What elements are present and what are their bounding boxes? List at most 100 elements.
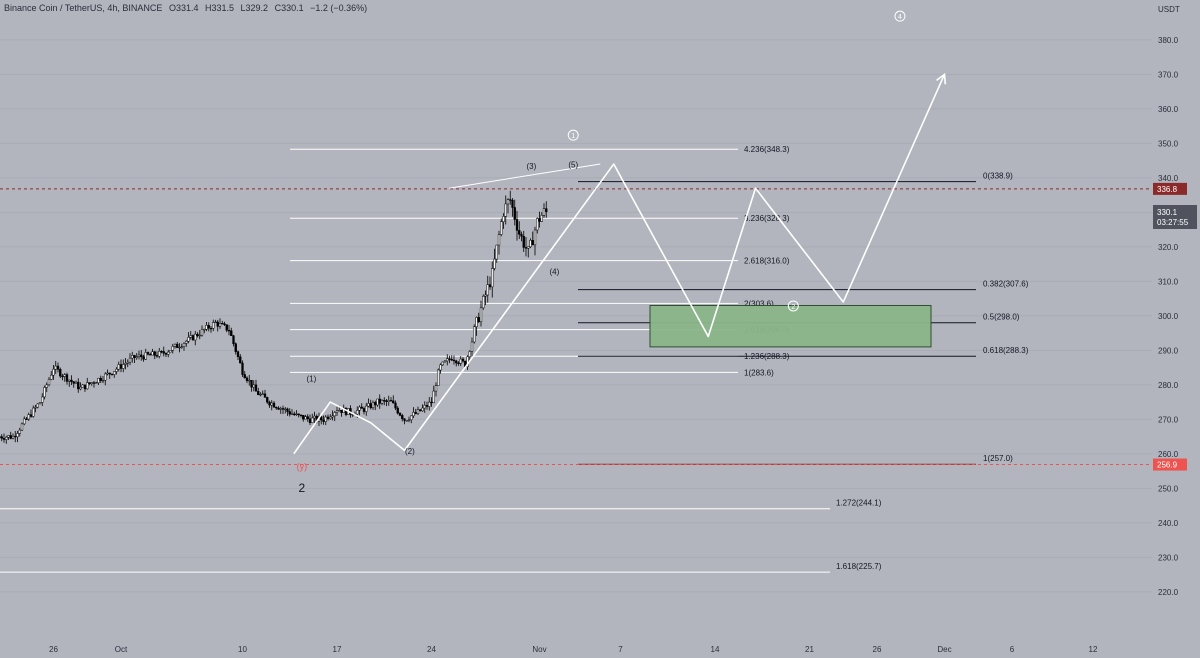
candle-body bbox=[142, 356, 145, 360]
candle-body bbox=[83, 384, 87, 390]
time-axis[interactable]: 26 Oct 10 17 24 Nov 7 14 21 26 Dec 6 12 bbox=[49, 645, 1098, 654]
candle-body bbox=[25, 418, 28, 420]
symbol-title: Binance Coin / TetherUS, 4h, BINANCE bbox=[4, 3, 163, 13]
candle-body bbox=[448, 358, 451, 360]
candle-body bbox=[500, 221, 503, 235]
candle-body bbox=[106, 372, 109, 375]
candle-body bbox=[434, 385, 438, 392]
target-zone bbox=[649, 304, 932, 348]
candle-body bbox=[261, 393, 264, 395]
candle-body bbox=[9, 435, 12, 439]
candle-body bbox=[16, 433, 19, 438]
candle-body bbox=[324, 416, 327, 422]
candle-body bbox=[119, 364, 123, 369]
candle-body bbox=[295, 413, 298, 416]
candle-body bbox=[362, 408, 366, 412]
candle-body bbox=[378, 398, 381, 404]
candle-body bbox=[5, 436, 8, 440]
candle-body bbox=[140, 354, 143, 358]
candle-body bbox=[509, 199, 512, 201]
candle-body bbox=[394, 402, 397, 409]
candle-body bbox=[387, 400, 390, 402]
candle-body bbox=[218, 323, 222, 327]
time-tick-label: Nov bbox=[532, 645, 546, 654]
fibonacci-levels: 4.236(348.3) 3.236(328.3) 2.618(316.0) 2(30… bbox=[0, 145, 1152, 573]
fib-retracement-label: 1(257.0) bbox=[983, 454, 1013, 463]
candle-body bbox=[457, 362, 460, 365]
candle-body bbox=[243, 374, 246, 379]
candle-body bbox=[90, 382, 93, 384]
candle-body bbox=[297, 413, 300, 416]
candle-body bbox=[308, 418, 312, 423]
candle-body bbox=[252, 384, 255, 388]
projection-path bbox=[293, 72, 947, 455]
fib-level-label: 3.236(328.3) bbox=[744, 214, 790, 223]
candle-body bbox=[545, 208, 548, 212]
candle-body bbox=[52, 368, 55, 376]
candle-body bbox=[358, 406, 361, 411]
candle-body bbox=[452, 359, 456, 362]
candle-body bbox=[504, 203, 507, 217]
wave-label: (4) bbox=[549, 267, 559, 276]
candle-body bbox=[99, 377, 102, 381]
candle-body bbox=[92, 382, 96, 384]
candle-body bbox=[176, 343, 179, 348]
candle-body bbox=[86, 382, 89, 390]
candle-body bbox=[376, 398, 379, 406]
candle-body bbox=[245, 377, 249, 382]
candle-body bbox=[479, 307, 483, 323]
candle-body bbox=[236, 351, 240, 358]
candle-body bbox=[304, 416, 307, 420]
fib-retracement-label: 0.618(288.3) bbox=[983, 346, 1029, 355]
candle-body bbox=[374, 402, 377, 406]
candle-body bbox=[38, 402, 42, 405]
fib-level-label: 2.618(316.0) bbox=[744, 257, 790, 266]
wave-label: 2 bbox=[791, 304, 795, 311]
candle-body bbox=[518, 230, 521, 235]
candle-body bbox=[232, 335, 235, 344]
candle-body bbox=[322, 419, 325, 422]
candle-body bbox=[203, 329, 206, 331]
price-badge-low: 256.9 bbox=[1157, 461, 1178, 470]
price-tick-label: 290.0 bbox=[1158, 346, 1179, 355]
candle-body bbox=[286, 408, 289, 412]
candle-body bbox=[446, 358, 449, 362]
price-badge-high: 336.8 bbox=[1157, 185, 1178, 194]
candle-body bbox=[482, 295, 485, 309]
wedge-trend-line bbox=[448, 163, 601, 189]
candle-body bbox=[72, 381, 75, 384]
candle-body bbox=[412, 412, 415, 417]
candle-body bbox=[430, 401, 433, 404]
candle-body bbox=[115, 368, 118, 372]
candle-body bbox=[511, 199, 514, 208]
candle-body bbox=[529, 240, 532, 248]
candle-body bbox=[223, 323, 226, 325]
candle-body bbox=[0, 436, 3, 439]
price-tick-label: 220.0 bbox=[1158, 588, 1179, 597]
price-axis[interactable]: 380.0370.0360.0350.0340.0330.0320.0310.0… bbox=[1153, 36, 1197, 597]
price-badge-low-bg bbox=[1153, 458, 1187, 471]
candle-body bbox=[70, 379, 73, 382]
price-tick-label: 300.0 bbox=[1158, 312, 1179, 321]
candle-body bbox=[88, 382, 91, 384]
price-tick-label: 270.0 bbox=[1158, 415, 1179, 424]
fib-retracement-label: 0.382(307.6) bbox=[983, 280, 1029, 289]
candle-body bbox=[144, 352, 147, 360]
candle-body bbox=[191, 335, 195, 341]
gridlines bbox=[0, 39, 1152, 593]
candle-body bbox=[214, 321, 217, 324]
candle-body bbox=[185, 340, 188, 344]
candle-body bbox=[542, 208, 546, 216]
candle-body bbox=[169, 350, 172, 353]
projection-arrow-head bbox=[936, 72, 947, 85]
candle-body bbox=[527, 246, 530, 249]
time-tick-label: 7 bbox=[618, 645, 623, 654]
open-value: O331.4 bbox=[168, 3, 199, 13]
candle-body bbox=[441, 361, 444, 366]
candle-body bbox=[7, 435, 10, 438]
candle-body bbox=[401, 415, 404, 420]
candle-body bbox=[254, 384, 258, 392]
candle-body bbox=[326, 416, 330, 419]
